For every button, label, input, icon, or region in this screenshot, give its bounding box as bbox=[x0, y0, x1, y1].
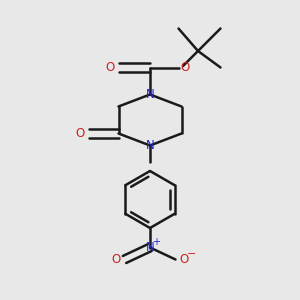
Text: +: + bbox=[152, 237, 160, 247]
Text: O: O bbox=[181, 61, 190, 74]
Text: N: N bbox=[146, 139, 154, 152]
Text: O: O bbox=[76, 127, 85, 140]
Text: O: O bbox=[106, 61, 115, 74]
Text: N: N bbox=[146, 88, 154, 101]
Text: N: N bbox=[146, 241, 154, 254]
Text: −: − bbox=[186, 249, 196, 259]
Text: O: O bbox=[112, 253, 121, 266]
Text: O: O bbox=[179, 253, 188, 266]
